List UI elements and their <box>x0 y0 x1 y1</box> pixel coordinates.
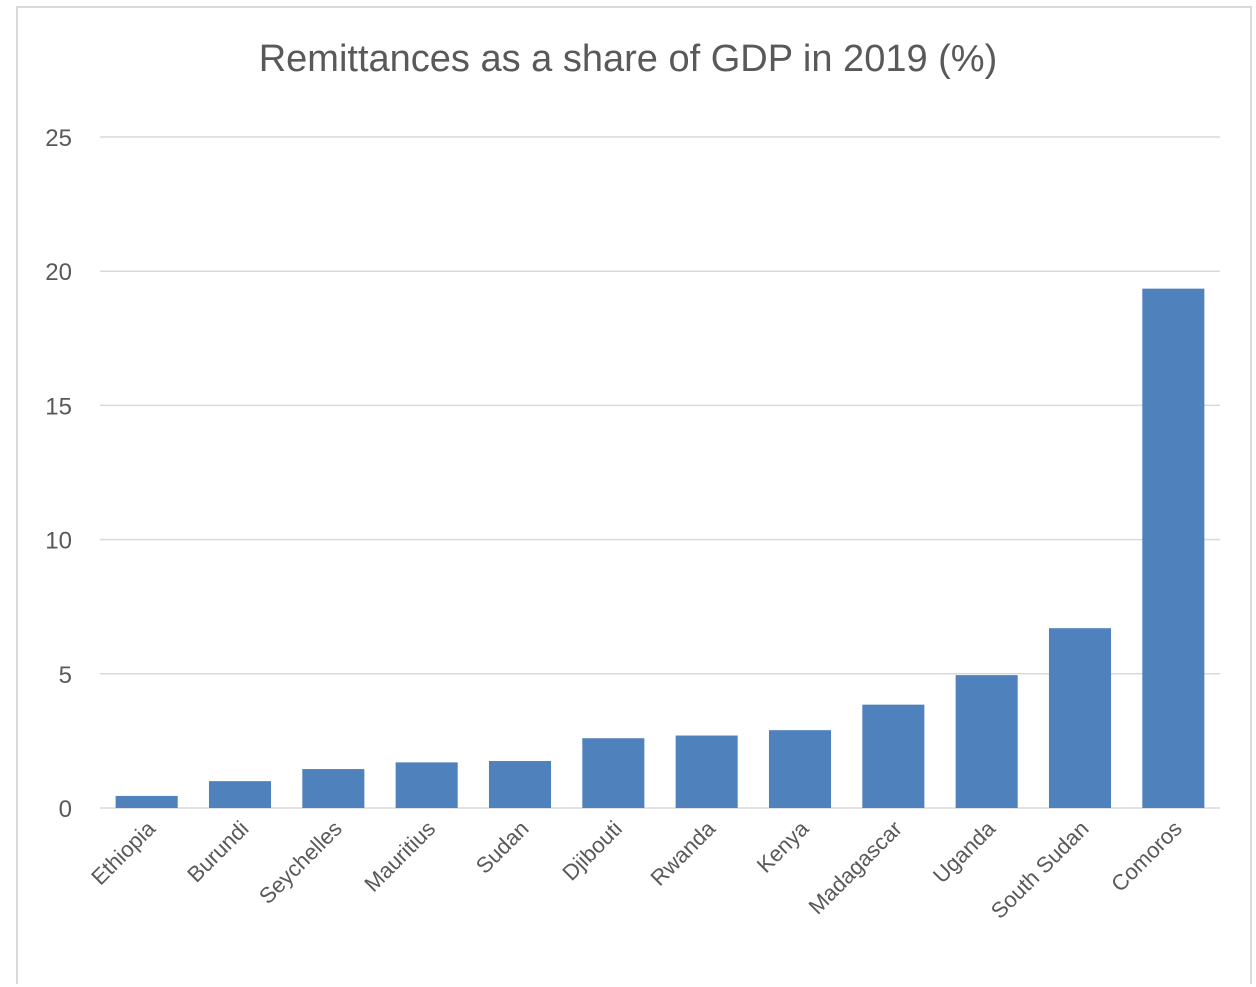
bar-seychelles <box>302 769 365 808</box>
bar-sudan <box>488 761 552 808</box>
bar-burundi <box>208 781 272 808</box>
bar-mauritius <box>395 762 458 808</box>
y-tick-label: 15 <box>45 393 72 420</box>
x-tick-label: Madagascar <box>804 816 907 919</box>
bar-madagascar <box>862 704 925 808</box>
x-tick-label: Djibouti <box>557 816 627 886</box>
x-tick-label: Kenya <box>752 815 814 877</box>
x-tick-label: Ethiopia <box>86 815 160 889</box>
x-tick-label: Seychelles <box>254 816 347 909</box>
bar-comoros <box>1142 288 1205 808</box>
chart-title: Remittances as a share of GDP in 2019 (%… <box>258 38 998 80</box>
bar-kenya <box>768 730 832 808</box>
x-tick-label: South Sudan <box>986 816 1094 924</box>
x-tick-label: Burundi <box>182 816 253 887</box>
x-tick-label: Rwanda <box>645 815 720 890</box>
gridlines <box>100 136 1220 809</box>
x-tick-label: Uganda <box>928 815 1001 888</box>
bar-djibouti <box>582 738 645 808</box>
y-axis-ticks: 0 5 10 15 20 25 <box>45 125 72 823</box>
x-tick-label: Mauritius <box>359 816 440 897</box>
y-tick-label: 20 <box>45 259 72 286</box>
y-tick-label: 10 <box>45 528 72 555</box>
x-tick-label: Comoros <box>1106 816 1187 897</box>
bar-ethiopia <box>115 795 178 808</box>
y-tick-label: 5 <box>59 662 72 689</box>
y-tick-label: 25 <box>45 125 72 152</box>
x-axis-labels: Ethiopia Burundi Seychelles Mauritius Sudan D… <box>86 815 1187 923</box>
bar-south-sudan <box>1048 628 1112 808</box>
y-tick-label: 0 <box>59 796 72 823</box>
bar-rwanda <box>675 735 738 808</box>
bars <box>115 288 1205 808</box>
chart-frame <box>16 6 1252 984</box>
bar-uganda <box>955 675 1018 808</box>
x-tick-label: Sudan <box>471 816 534 879</box>
